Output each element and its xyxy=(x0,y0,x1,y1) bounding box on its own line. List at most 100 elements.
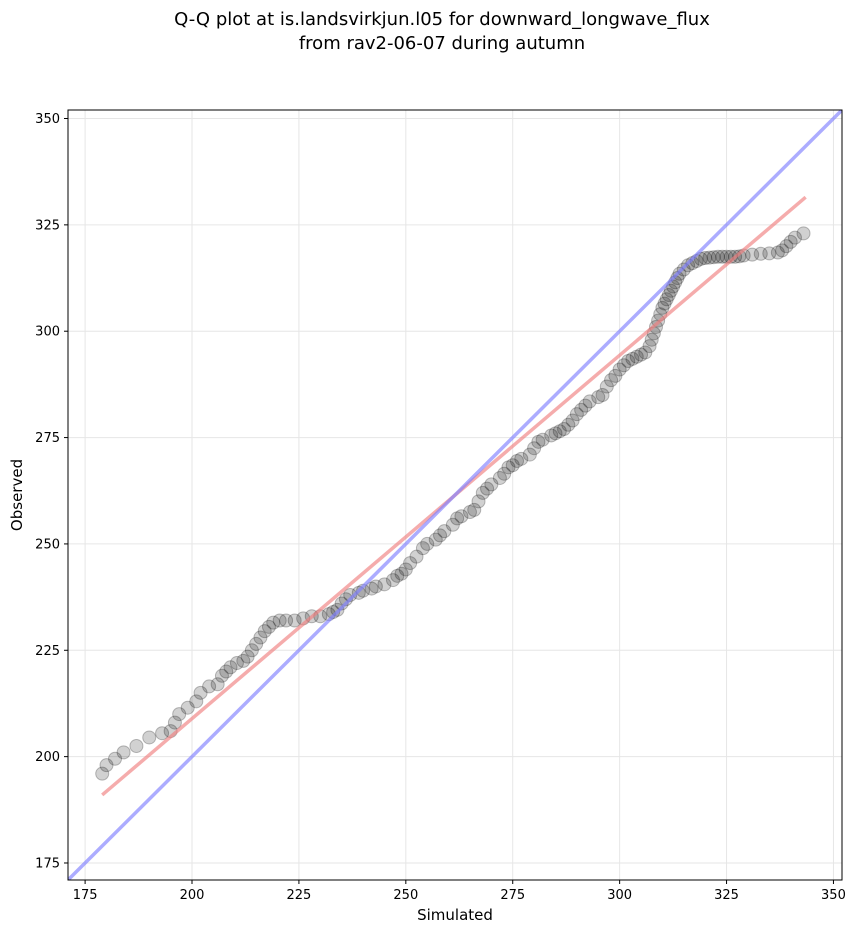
y-tick-label: 250 xyxy=(35,537,60,552)
x-tick-label: 325 xyxy=(714,888,739,903)
qq-point xyxy=(420,536,435,551)
y-tick-label: 200 xyxy=(35,750,60,765)
qq-point xyxy=(706,250,721,265)
qq-point xyxy=(783,234,798,249)
qq-point xyxy=(249,636,264,651)
qq-point xyxy=(661,288,676,303)
qq-point xyxy=(484,477,499,492)
qq-point xyxy=(95,766,110,781)
qq-point xyxy=(240,649,255,664)
qq-point xyxy=(510,453,525,468)
qq-point xyxy=(642,339,657,354)
y-tick-label: 275 xyxy=(35,431,60,446)
qq-point xyxy=(272,613,287,628)
chart-title-line1: Q-Q plot at is.landsvirkjun.l05 for down… xyxy=(174,9,710,30)
qq-point xyxy=(779,239,794,254)
y-tick-label: 225 xyxy=(35,644,60,659)
qq-point xyxy=(715,249,730,264)
y-tick-label: 325 xyxy=(35,218,60,233)
qq-point xyxy=(415,541,430,556)
identity-line xyxy=(68,110,842,880)
qq-point xyxy=(428,532,443,547)
qq-point xyxy=(604,373,619,388)
qq-point xyxy=(450,511,465,526)
qq-point xyxy=(497,466,512,481)
qq-point xyxy=(659,292,674,307)
x-axis-label: Simulated xyxy=(417,906,493,924)
qq-point xyxy=(99,758,114,773)
qq-point xyxy=(574,402,589,417)
qq-point xyxy=(514,451,529,466)
qq-point xyxy=(223,660,238,675)
qq-point xyxy=(657,296,672,311)
qq-point xyxy=(287,613,302,628)
qq-point xyxy=(569,407,584,422)
qq-point xyxy=(663,283,678,298)
qq-point xyxy=(557,422,572,437)
qq-point xyxy=(266,615,281,630)
x-tick-label: 300 xyxy=(607,888,632,903)
qq-point xyxy=(595,388,610,403)
chart-title-line2: from rav2-06-07 during autumn xyxy=(299,33,585,54)
qq-point xyxy=(189,694,204,709)
qq-point xyxy=(129,738,144,753)
qq-point xyxy=(548,426,563,441)
qq-point xyxy=(437,524,452,539)
qq-point xyxy=(475,485,490,500)
qq-point xyxy=(445,517,460,532)
qq-point xyxy=(261,619,276,634)
qq-point xyxy=(527,441,542,456)
qq-point xyxy=(522,447,537,462)
qq-point xyxy=(753,246,768,261)
qq-point xyxy=(655,300,670,315)
qq-point xyxy=(565,413,580,428)
qq-point xyxy=(116,745,131,760)
qq-point xyxy=(433,528,448,543)
qq-point xyxy=(202,679,217,694)
qq-point xyxy=(608,368,623,383)
plot-frame xyxy=(67,109,843,881)
qq-point xyxy=(578,398,593,413)
qq-point xyxy=(770,245,785,260)
qq-point xyxy=(368,579,383,594)
qq-point xyxy=(505,458,520,473)
qq-point xyxy=(219,664,234,679)
qq-point xyxy=(377,577,392,592)
qq-point xyxy=(629,349,644,364)
qq-point xyxy=(142,730,157,745)
qq-point xyxy=(462,505,477,520)
axis-ticks: 175 200 225 250 275 300 325 350 175 200 225 250 275 3… xyxy=(35,112,846,903)
qq-point xyxy=(454,509,469,524)
qq-point xyxy=(710,249,725,264)
qq-point xyxy=(775,243,790,258)
qq-point xyxy=(698,251,713,266)
qq-point xyxy=(501,460,516,475)
x-tick-label: 225 xyxy=(287,888,312,903)
qq-point xyxy=(364,581,379,596)
grid-lines xyxy=(68,110,842,880)
qq-point xyxy=(172,707,187,722)
qq-point xyxy=(552,424,567,439)
qq-point xyxy=(467,502,482,517)
qq-point xyxy=(638,345,653,360)
qq-point xyxy=(394,566,409,581)
qq-point xyxy=(390,568,405,583)
qq-point xyxy=(180,700,195,715)
x-tick-label: 175 xyxy=(73,888,98,903)
qq-point xyxy=(385,573,400,588)
x-tick-label: 200 xyxy=(180,888,205,903)
qq-point xyxy=(732,249,747,264)
qq-point xyxy=(167,715,182,730)
y-tick-label: 300 xyxy=(35,325,60,340)
qq-point xyxy=(210,677,225,692)
qq-point xyxy=(621,353,636,368)
qq-point xyxy=(409,549,424,564)
qq-point xyxy=(108,751,123,766)
qq-point xyxy=(616,358,631,373)
qq-point xyxy=(625,351,640,366)
qq-point xyxy=(471,494,486,509)
x-tick-label: 350 xyxy=(821,888,846,903)
qq-point xyxy=(257,624,272,639)
qq-point xyxy=(561,417,576,432)
